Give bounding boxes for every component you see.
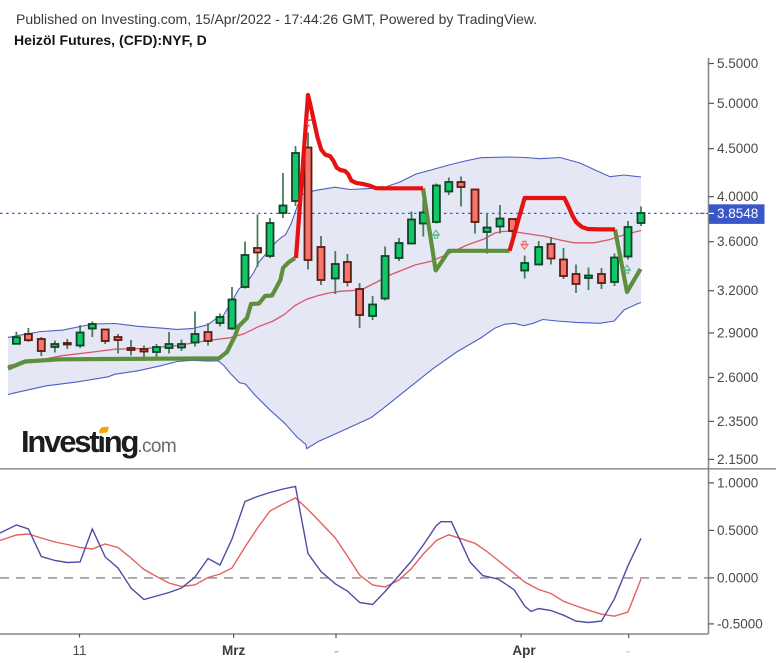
svg-text:1.0000: 1.0000 [717, 475, 758, 490]
svg-text:5.0000: 5.0000 [717, 96, 758, 111]
svg-text:0.5000: 0.5000 [717, 523, 758, 538]
svg-text:3.2000: 3.2000 [717, 283, 758, 298]
svg-text:11: 11 [72, 643, 86, 658]
svg-text:3.8548: 3.8548 [717, 206, 758, 221]
svg-text:5.5000: 5.5000 [717, 56, 758, 71]
svg-text:Apr: Apr [512, 643, 536, 658]
svg-text:2.9000: 2.9000 [717, 326, 758, 341]
svg-text:0.0000: 0.0000 [717, 570, 758, 585]
svg-text:4.5000: 4.5000 [717, 141, 758, 156]
svg-text:2.6000: 2.6000 [717, 370, 758, 385]
svg-text:-0.5000: -0.5000 [717, 616, 763, 631]
svg-text:2.1500: 2.1500 [717, 452, 758, 467]
svg-text:3.6000: 3.6000 [717, 234, 758, 249]
svg-text:2.3500: 2.3500 [717, 414, 758, 429]
svg-text:4.0000: 4.0000 [717, 189, 758, 204]
svg-text:Mrz: Mrz [222, 643, 245, 658]
